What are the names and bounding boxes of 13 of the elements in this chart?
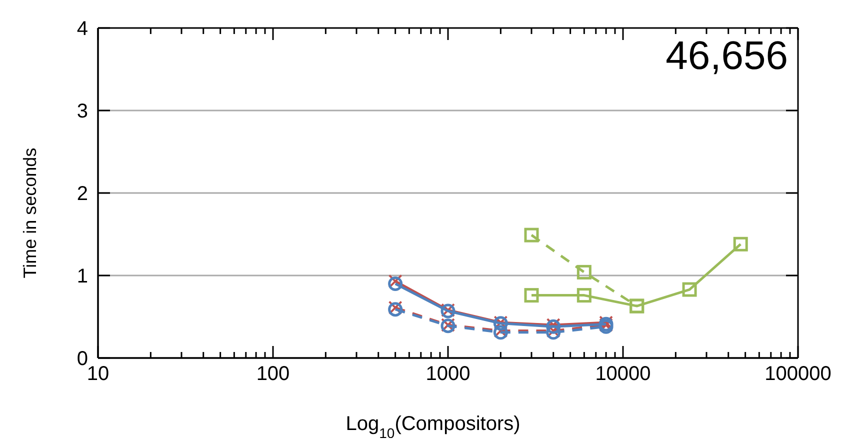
x-tick-label: 1000 [426,363,470,385]
x-tick-label: 10000 [595,363,651,385]
y-tick-label: 4 [76,18,88,40]
y-tick-label: 3 [76,100,88,122]
annotation: 46,656 [666,34,788,79]
x-tick-label: 100 [256,363,290,385]
y-tick-label: 0 [76,348,88,370]
y-tick-label: 2 [76,183,88,205]
x-tick-label: 100000 [764,363,832,385]
x-tick-label: 10 [86,363,110,385]
y-tick-label: 1 [76,266,88,288]
y-axis-title: Time in seconds [20,148,40,278]
x-axis-title: Log$_{10}$(Compositors) [346,413,520,441]
